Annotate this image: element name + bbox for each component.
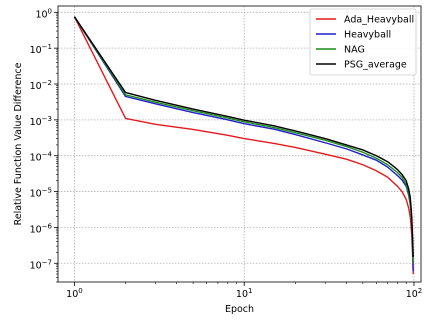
series-layer	[73, 16, 414, 275]
x-axis-label: Epoch	[225, 304, 254, 315]
legend-label-ada-heavyball: Ada_Heavyball	[344, 15, 414, 26]
y-tick-label: 10−1	[30, 43, 52, 56]
y-tick-label: 10−4	[30, 151, 53, 164]
legend-label-nag: NAG	[344, 45, 365, 56]
x-tick-label: 100	[66, 287, 83, 300]
x-tick-label: 102	[406, 287, 423, 300]
y-axis-label: Relative Function Value Difference	[13, 62, 24, 225]
y-tick-label: 10−5	[30, 187, 52, 200]
legend-label-heavyball: Heavyball	[344, 30, 391, 41]
legend-box	[309, 8, 417, 76]
y-tick-label: 10−7	[30, 258, 52, 271]
plot-frame	[57, 5, 422, 283]
y-tick-label: 100	[35, 7, 52, 20]
y-tick-label: 10−2	[30, 79, 52, 92]
x-tick-label: 101	[236, 287, 253, 300]
legend: Ada_Heavyball Heavyball NAG PSG_average	[309, 8, 417, 76]
tick-layer: 100 101 102 100 10−1 10−2 10−3 10−4 10−5 10−6 10−7	[30, 7, 423, 300]
series-line-psg-average	[73, 16, 414, 257]
series-line-ada-heavyball	[73, 16, 414, 275]
legend-label-psg-average: PSG_average	[344, 60, 407, 71]
y-tick-label: 10−6	[30, 222, 53, 235]
y-tick-label: 10−3	[30, 115, 52, 128]
